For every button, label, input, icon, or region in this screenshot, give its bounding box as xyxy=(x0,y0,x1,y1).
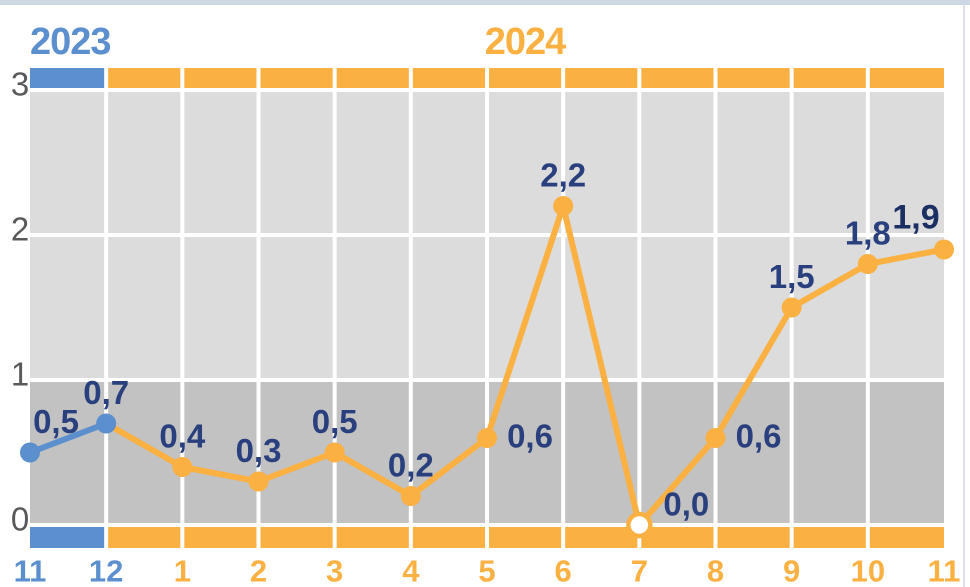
year-bar-top-segment xyxy=(106,68,183,88)
data-point xyxy=(857,254,878,274)
series-line-segment xyxy=(636,435,719,528)
data-point xyxy=(172,457,193,477)
year-bar-top-segment xyxy=(867,68,944,88)
data-point-label: 0,7 xyxy=(83,374,129,411)
window-right-edge xyxy=(963,5,965,587)
year-bar-top-segment xyxy=(487,68,564,88)
data-point-label: 0,5 xyxy=(33,403,79,440)
data-point-label: 0,0 xyxy=(663,486,709,523)
x-tick-label: 5 xyxy=(478,554,495,587)
year-bar-bottom-segment xyxy=(106,527,183,548)
year-bar-top-segment xyxy=(791,68,868,88)
data-point-open xyxy=(626,511,653,539)
data-point xyxy=(781,297,802,318)
data-point xyxy=(553,196,574,216)
data-point xyxy=(477,428,497,448)
series-line-segment xyxy=(103,420,186,470)
year-bar-top-segment xyxy=(258,68,335,88)
x-tick-label: 1 xyxy=(174,554,191,587)
year-bar-bottom-segment xyxy=(182,527,259,548)
series-line-segment xyxy=(864,246,947,267)
window-top-strip xyxy=(0,0,970,5)
x-tick-label: 9 xyxy=(783,554,800,587)
year-bar-bottom-segment xyxy=(563,527,640,548)
data-point xyxy=(705,428,726,448)
data-point xyxy=(400,486,421,506)
y-tick-label: 3 xyxy=(11,66,29,103)
series-line-segment xyxy=(27,420,110,456)
y-tick-label: 0 xyxy=(11,501,29,538)
data-point xyxy=(934,239,954,260)
data-point xyxy=(324,442,345,463)
series-line-segment xyxy=(255,449,338,485)
series-line-segment xyxy=(179,464,262,485)
data-point-label: 0,2 xyxy=(388,447,434,484)
year-bar-top-segment xyxy=(334,68,411,88)
x-tick-label: 10 xyxy=(851,554,885,587)
series-line-segment xyxy=(407,435,490,499)
data-point-label: 0,3 xyxy=(236,432,282,469)
year-bar-bottom-segment xyxy=(30,527,107,548)
data-point xyxy=(20,442,40,463)
x-tick-label: 12 xyxy=(89,554,123,587)
x-tick-label: 4 xyxy=(402,554,420,587)
x-tick-label: 7 xyxy=(631,554,648,587)
year-bar-bottom-segment xyxy=(639,527,716,548)
year-bar-bottom-segment xyxy=(715,527,792,548)
year-label-2024: 2024 xyxy=(484,21,567,63)
data-point xyxy=(96,413,117,434)
series-line-segment xyxy=(484,203,567,441)
data-point-label: 0,5 xyxy=(312,403,358,440)
data-point-label: 1,9 xyxy=(892,199,939,237)
data-point-label: 1,5 xyxy=(769,258,815,295)
year-bar-bottom-segment xyxy=(410,527,487,548)
year-bar-top-segment xyxy=(30,68,107,88)
x-tick-label: 11 xyxy=(14,554,47,587)
year-bar-top-segment xyxy=(639,68,716,88)
year-bar-top-segment xyxy=(715,68,792,88)
data-point-label: 1,8 xyxy=(845,215,891,252)
data-point-label: 0,6 xyxy=(507,418,553,455)
series-line-segment xyxy=(560,203,643,528)
year-bar-bottom-segment xyxy=(487,527,564,548)
year-bar-top-segment xyxy=(563,68,640,88)
year-bar-bottom-segment xyxy=(791,527,868,548)
year-label-2023: 2023 xyxy=(30,21,112,63)
year-bar-top-segment xyxy=(182,68,259,88)
data-point xyxy=(248,471,269,492)
x-tick-label: 8 xyxy=(707,554,724,587)
series-line-segment xyxy=(331,449,414,499)
year-bar-bottom-segment xyxy=(867,527,944,548)
x-tick-label: 3 xyxy=(326,554,343,587)
y-tick-label: 1 xyxy=(11,356,29,393)
x-tick-label: 6 xyxy=(555,554,572,587)
x-tick-label: 11 xyxy=(928,554,961,587)
data-point-label: 0,6 xyxy=(736,418,782,455)
year-bar-bottom-segment xyxy=(258,527,335,548)
x-tick-label: 2 xyxy=(250,554,267,587)
year-bar-top-segment xyxy=(410,68,487,88)
y-tick-label: 2 xyxy=(11,211,29,248)
data-point-label: 0,4 xyxy=(159,418,206,455)
series-line-segment xyxy=(712,304,795,441)
year-bar-bottom-segment xyxy=(334,527,411,548)
data-point-label: 2,2 xyxy=(540,157,586,194)
series-line-segment xyxy=(788,261,871,311)
